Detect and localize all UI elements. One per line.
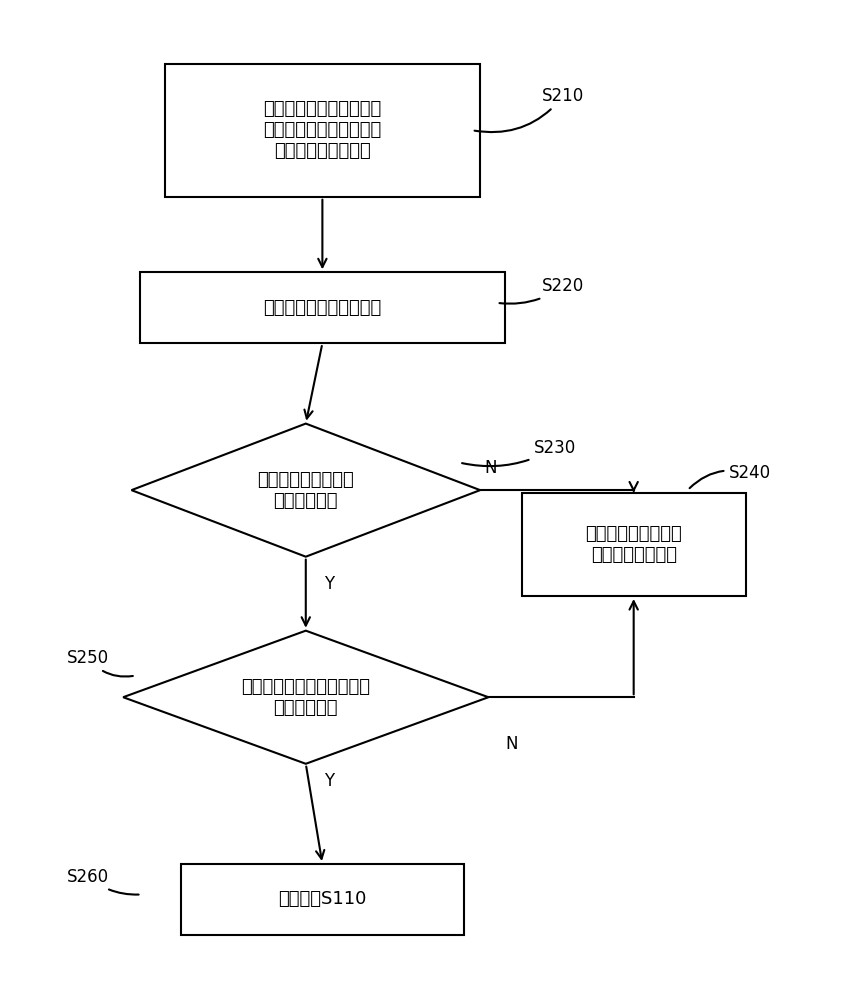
Bar [165,64,480,197]
Text: Y: Y [324,575,334,593]
Bar [522,493,746,596]
Text: S240: S240 [690,464,771,488]
Text: S210: S210 [474,87,585,132]
Text: 根据吸气过热度控制
电子膨胀阀的开度: 根据吸气过热度控制 电子膨胀阀的开度 [585,525,682,564]
Text: S230: S230 [462,439,576,466]
Text: 判断压缩机的工作频率是否
处于稳定阶段: 判断压缩机的工作频率是否 处于稳定阶段 [241,678,371,717]
Text: 进入步骤S110: 进入步骤S110 [279,890,366,908]
Text: N: N [505,735,517,753]
Bar [140,272,505,343]
Polygon shape [132,424,480,557]
Text: S220: S220 [500,277,585,304]
Text: Y: Y [324,772,334,790]
Text: 计算压缩机的吸气过热度: 计算压缩机的吸气过热度 [263,299,381,317]
Bar [181,864,463,935]
Polygon shape [123,631,489,764]
Text: 检测压缩机的吸气压力和
吸气温度以及换热介质的
第一温度和第二温度: 检测压缩机的吸气压力和 吸气温度以及换热介质的 第一温度和第二温度 [263,100,381,160]
Text: 判断吸气过热度是否
在预定范围内: 判断吸气过热度是否 在预定范围内 [257,471,354,510]
Text: S260: S260 [67,868,138,895]
Text: S250: S250 [67,649,133,677]
Text: N: N [484,459,497,477]
